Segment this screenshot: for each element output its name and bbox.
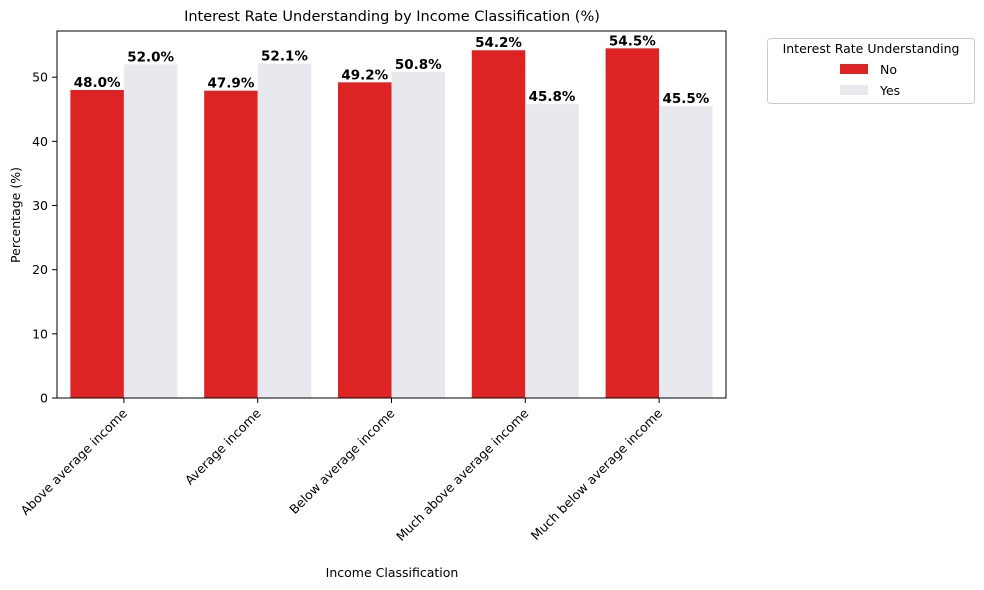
data-label-yes-1: 52.1% bbox=[261, 49, 308, 65]
data-label-no-2: 49.2% bbox=[341, 67, 388, 83]
data-label-no-3: 54.2% bbox=[475, 35, 522, 51]
legend-frame bbox=[767, 38, 975, 104]
data-label-yes-2: 50.8% bbox=[395, 57, 442, 73]
data-label-no-1: 47.9% bbox=[208, 76, 255, 92]
legend: Interest Rate Understanding No Yes bbox=[767, 38, 975, 104]
bar-yes-4 bbox=[659, 106, 713, 399]
data-label-no-0: 48.0% bbox=[74, 75, 121, 91]
chart-title: Interest Rate Understanding by Income Cl… bbox=[184, 9, 600, 25]
y-axis-label: Percentage (%) bbox=[8, 167, 23, 263]
bar-no-3 bbox=[471, 50, 526, 398]
bar-no-0 bbox=[70, 90, 124, 399]
data-label-yes-4: 45.5% bbox=[662, 91, 709, 107]
bar-yes-3 bbox=[525, 104, 579, 398]
y-tick-label-4: 40 bbox=[32, 134, 48, 149]
legend-swatch-no bbox=[840, 64, 868, 74]
bar-no-1 bbox=[204, 90, 258, 398]
data-label-yes-0: 52.0% bbox=[127, 49, 174, 65]
bar-yes-1 bbox=[257, 63, 312, 399]
plot-area: 48.0% 47.9% 49.2% 54.2% 54.5% 52.0% 52.1% 50.8%… bbox=[18, 30, 727, 544]
x-tick-label-2: Below average income bbox=[286, 405, 398, 517]
y-tick-label-3: 30 bbox=[32, 198, 48, 213]
x-tick-label-0: Above average income bbox=[18, 405, 131, 518]
y-tick-label-1: 10 bbox=[32, 326, 48, 341]
x-tick-label-3: Much above average income bbox=[393, 405, 532, 544]
bar-yes-0 bbox=[123, 64, 178, 398]
legend-label-yes: Yes bbox=[879, 83, 900, 98]
legend-title: Interest Rate Understanding bbox=[783, 41, 960, 56]
x-tick-label-4: Much below average income bbox=[528, 405, 666, 543]
y-tick-label-5: 50 bbox=[32, 70, 48, 85]
bar-no-4 bbox=[605, 48, 660, 398]
bar-no-2 bbox=[337, 82, 392, 398]
x-axis-label: Income Classification bbox=[326, 565, 459, 580]
data-label-no-4: 54.5% bbox=[609, 33, 656, 49]
legend-swatch-yes bbox=[840, 85, 868, 95]
data-label-yes-3: 45.8% bbox=[529, 89, 576, 105]
y-tick-label-2: 20 bbox=[32, 262, 48, 277]
legend-label-no: No bbox=[880, 62, 897, 77]
x-tick-label-1: Average income bbox=[182, 405, 264, 487]
y-tick-label-0: 0 bbox=[40, 391, 48, 406]
bar-yes-2 bbox=[391, 72, 446, 399]
